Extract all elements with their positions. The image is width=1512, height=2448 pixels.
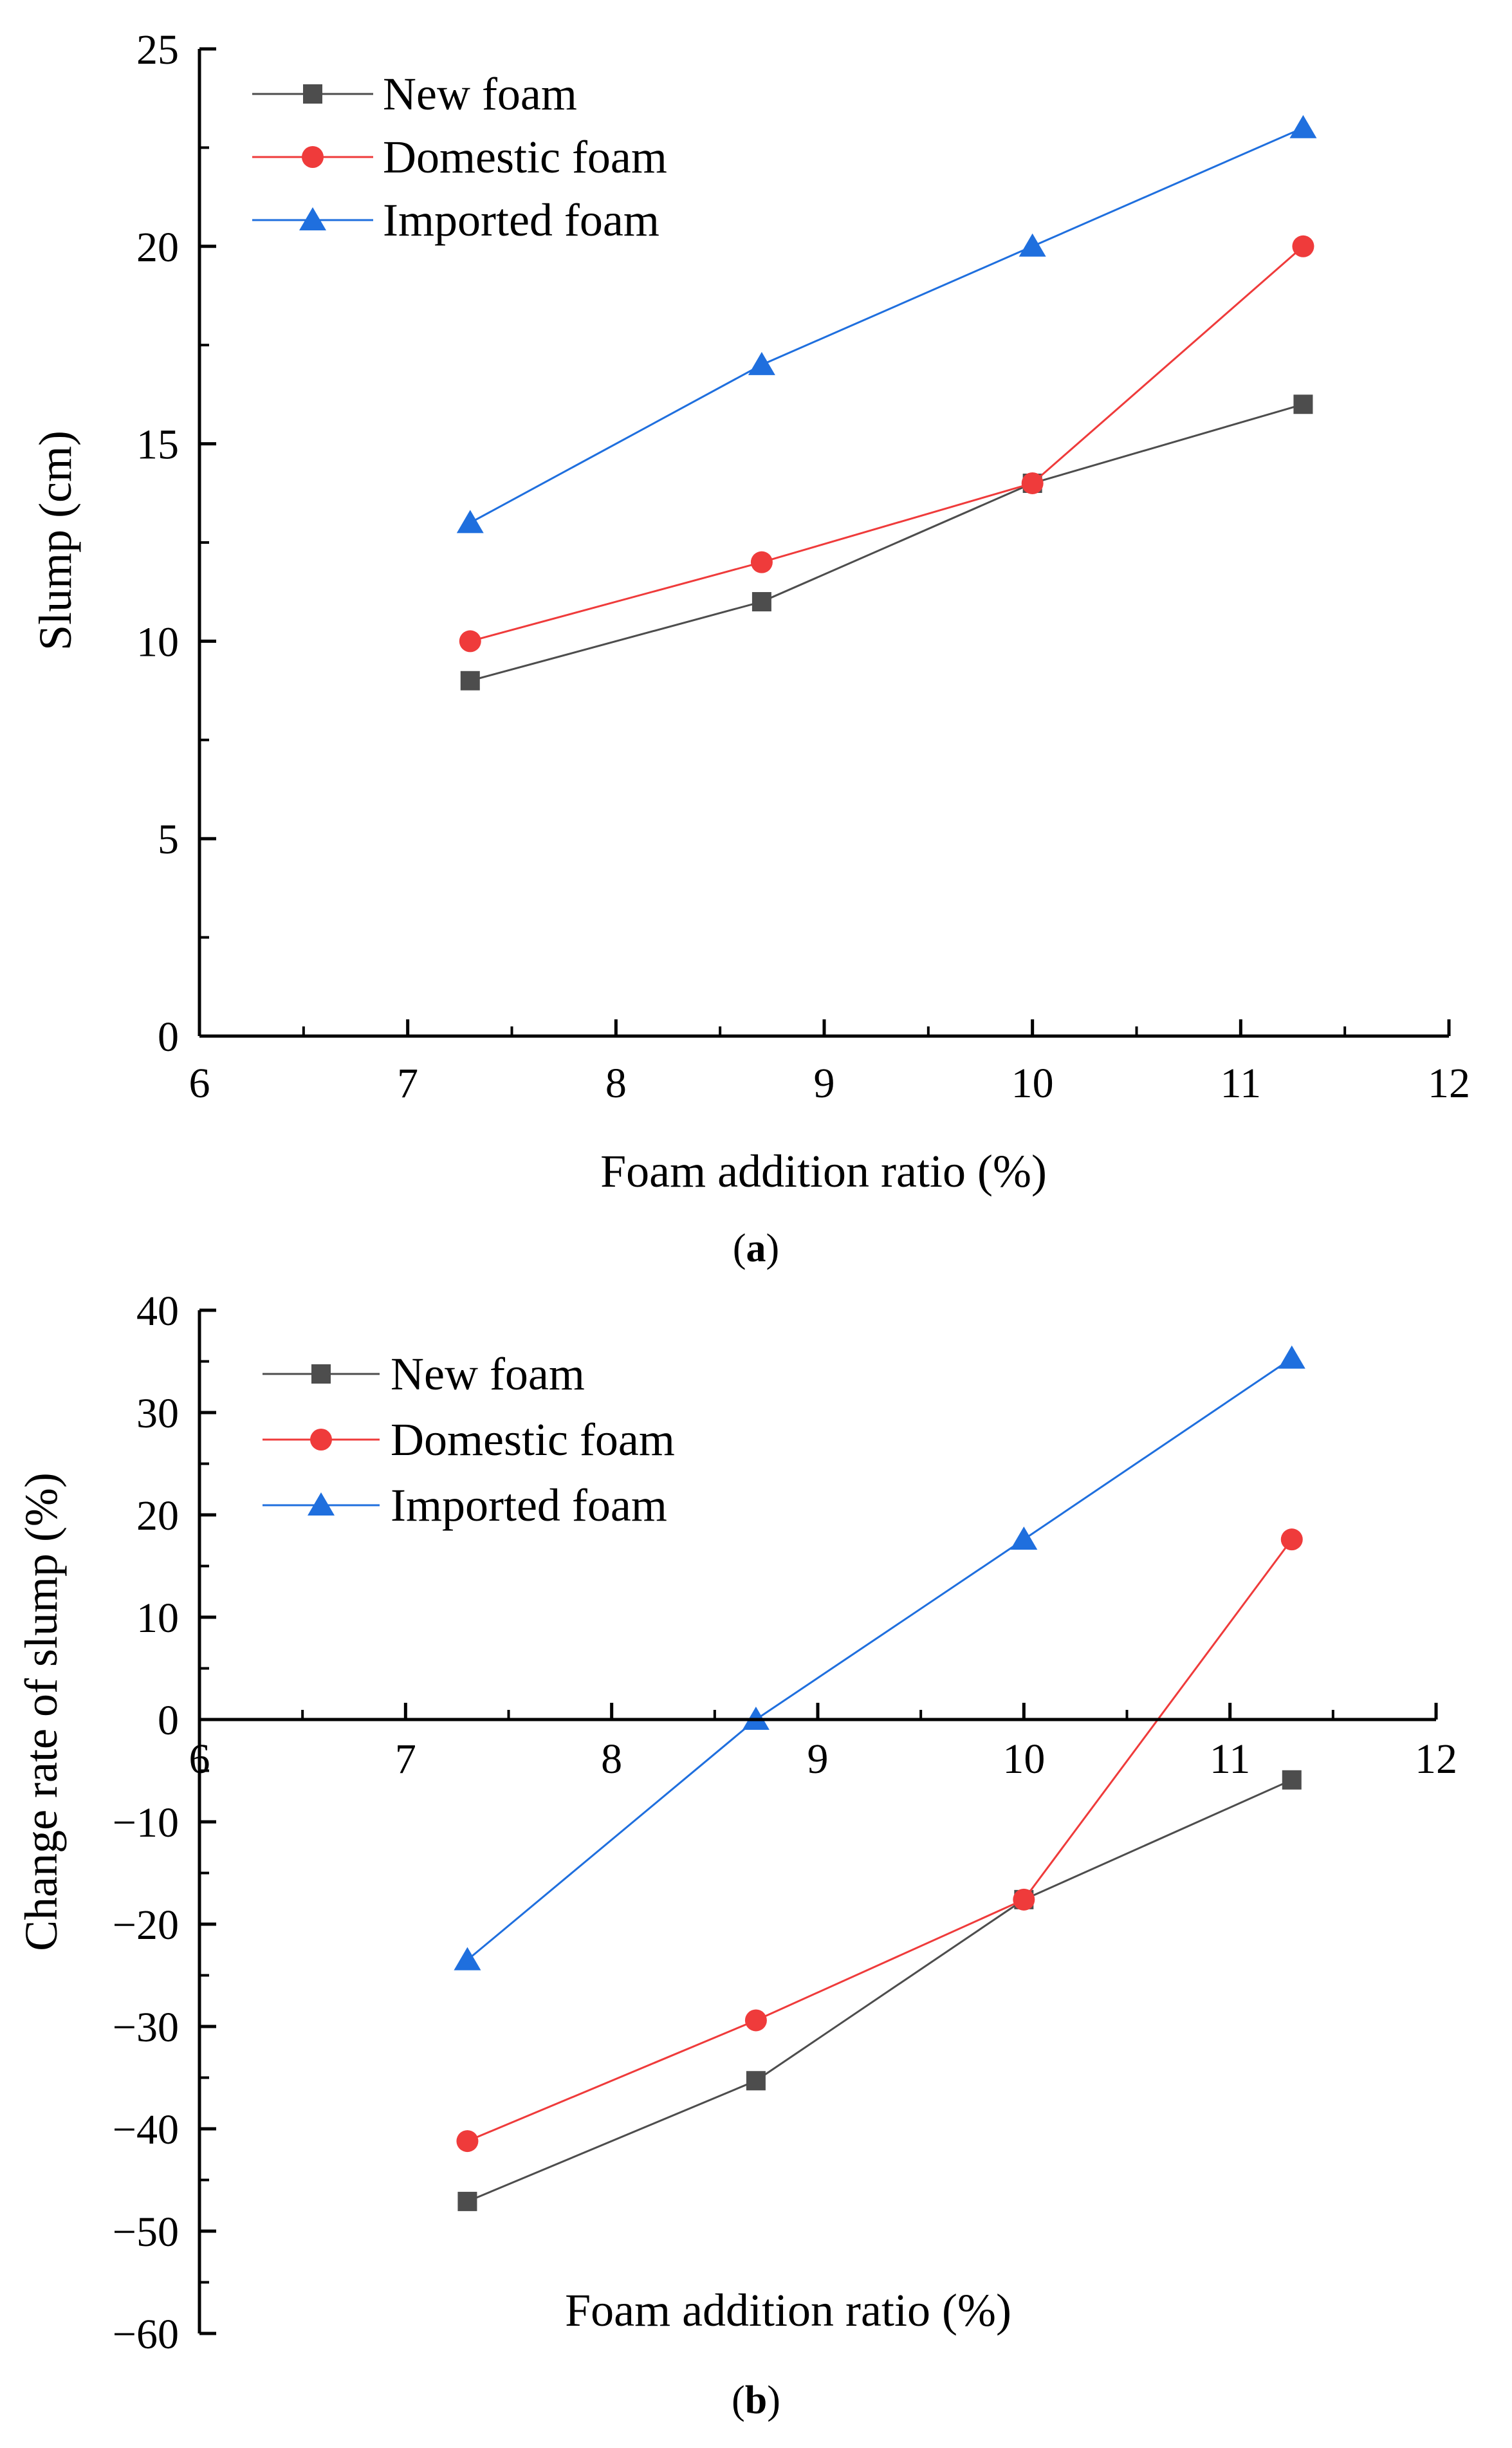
y-tick-label: 15 bbox=[136, 422, 179, 468]
legend-item-domestic-foam: Domestic foam bbox=[252, 131, 667, 183]
y-tick-label: 10 bbox=[136, 1595, 179, 1642]
legend-item-imported-foam: Imported foam bbox=[263, 1479, 667, 1531]
panel-b-x-axis-title: Foam addition ratio (%) bbox=[565, 2285, 1011, 2336]
legend-item-imported-foam: Imported foam bbox=[252, 194, 659, 246]
panel-a-plot-area bbox=[456, 115, 1317, 691]
imported-foam-point bbox=[1019, 233, 1046, 257]
panel-b-legend: New foam Domestic foam Imported foam bbox=[263, 1348, 675, 1531]
imported-foam-point bbox=[1289, 115, 1317, 138]
legend-label: Domestic foam bbox=[383, 131, 667, 183]
y-tick-label: 30 bbox=[136, 1390, 179, 1437]
y-tick-label: 0 bbox=[158, 1014, 179, 1061]
x-tick-label: 11 bbox=[1221, 1060, 1262, 1107]
panel-b-plot-area bbox=[454, 1345, 1305, 2211]
panel-a-caption: (a) bbox=[733, 1227, 779, 1270]
y-tick-label: −60 bbox=[113, 2311, 179, 2358]
x-tick-label: 8 bbox=[601, 1736, 622, 1783]
domestic-foam-point bbox=[1280, 1528, 1303, 1551]
domestic-foam-point bbox=[1013, 1888, 1035, 1911]
y-tick-label: 10 bbox=[136, 618, 179, 665]
y-tick-label: 20 bbox=[136, 1492, 179, 1539]
panel-a-caption-letter: a bbox=[746, 1227, 766, 1270]
y-tick-label: −50 bbox=[113, 2209, 179, 2256]
new-foam-point bbox=[746, 2071, 766, 2091]
imported-foam-point bbox=[456, 510, 484, 533]
imported-foam-point bbox=[1278, 1345, 1305, 1369]
new-foam-line bbox=[466, 1779, 1293, 2203]
new-foam-point bbox=[457, 2191, 477, 2211]
y-tick-label: −10 bbox=[113, 1799, 179, 1846]
new-foam-point bbox=[1293, 394, 1313, 414]
y-tick-label: 0 bbox=[158, 1697, 179, 1744]
legend-item-new-foam: New foam bbox=[263, 1348, 585, 1400]
y-tick-label: 5 bbox=[158, 816, 179, 863]
domestic-foam-line bbox=[466, 1539, 1293, 2142]
domestic-foam-point bbox=[459, 630, 481, 653]
x-tick-label: 12 bbox=[1428, 1060, 1470, 1107]
legend-label: Imported foam bbox=[383, 194, 659, 246]
y-tick-label: −30 bbox=[113, 2004, 179, 2051]
panel-b-y-axis-title: Change rate of slump (%) bbox=[15, 1472, 67, 1951]
x-tick-label: 10 bbox=[1011, 1060, 1054, 1107]
new-foam-point bbox=[751, 592, 771, 612]
y-tick-label: 20 bbox=[136, 224, 179, 271]
new-foam-line bbox=[470, 403, 1304, 682]
domestic-foam-point bbox=[456, 2130, 479, 2153]
panel-a-x-axis-title: Foam addition ratio (%) bbox=[600, 1145, 1047, 1197]
panel-b-caption: (b) bbox=[732, 2378, 780, 2422]
x-tick-label: 7 bbox=[397, 1060, 418, 1107]
x-tick-label: 9 bbox=[807, 1736, 829, 1783]
domestic-foam-line bbox=[470, 245, 1304, 642]
legend-label: New foam bbox=[391, 1348, 585, 1400]
y-tick-label: −20 bbox=[113, 1902, 179, 1949]
x-tick-label: 6 bbox=[189, 1736, 210, 1783]
legend-label: New foam bbox=[383, 68, 577, 120]
chart-panel-a: 0 5 10 15 20 25 6 7 8 9 10 11 12 New foam Domestic fo… bbox=[30, 26, 1470, 1270]
x-tick-label: 9 bbox=[814, 1060, 835, 1107]
domestic-foam-point bbox=[1021, 472, 1044, 494]
panel-a-axes: 0 5 10 15 20 25 6 7 8 9 10 11 12 bbox=[136, 26, 1470, 1107]
legend-item-new-foam: New foam bbox=[252, 68, 577, 120]
x-tick-label: 6 bbox=[189, 1060, 210, 1107]
panel-a-legend: New foam Domestic foam Imported foam bbox=[252, 68, 667, 246]
imported-foam-line bbox=[466, 1357, 1293, 1961]
x-tick-label: 12 bbox=[1415, 1736, 1457, 1783]
imported-foam-line bbox=[470, 127, 1304, 524]
legend-item-domestic-foam: Domestic foam bbox=[263, 1414, 675, 1465]
chart-panel-b: −60 −50 −40 −30 −20 −10 0 10 20 30 40 6 7 8 9 10 11 12 Ne… bbox=[15, 1288, 1457, 2422]
imported-foam-point bbox=[1010, 1526, 1038, 1550]
y-tick-label: −40 bbox=[113, 2106, 179, 2153]
legend-swatch-marker bbox=[302, 146, 324, 168]
domestic-foam-point bbox=[744, 2009, 767, 2032]
imported-foam-point bbox=[454, 1947, 481, 1970]
legend-swatch-marker bbox=[311, 1364, 331, 1384]
new-foam-point bbox=[1282, 1770, 1302, 1790]
legend-swatch-marker bbox=[310, 1429, 332, 1451]
legend-label: Domestic foam bbox=[391, 1414, 675, 1465]
legend-swatch-marker bbox=[308, 1492, 335, 1516]
x-tick-label: 10 bbox=[1002, 1736, 1045, 1783]
y-tick-label: 25 bbox=[136, 26, 179, 73]
legend-swatch-marker bbox=[299, 207, 326, 230]
panel-a-y-axis-title: Slump (cm) bbox=[30, 431, 81, 651]
imported-foam-point bbox=[748, 351, 775, 375]
y-tick-label: 40 bbox=[136, 1288, 179, 1335]
x-tick-label: 11 bbox=[1210, 1736, 1251, 1783]
legend-label: Imported foam bbox=[391, 1479, 667, 1531]
domestic-foam-point bbox=[750, 551, 773, 573]
panel-b-caption-letter: b bbox=[745, 2378, 767, 2422]
x-tick-label: 8 bbox=[605, 1060, 627, 1107]
new-foam-point bbox=[460, 671, 480, 691]
panel-b-axes: −60 −50 −40 −30 −20 −10 0 10 20 30 40 6 7 8 9 10 11 12 bbox=[113, 1288, 1457, 2358]
domestic-foam-point bbox=[1292, 235, 1314, 257]
x-tick-label: 7 bbox=[395, 1736, 416, 1783]
legend-swatch-marker bbox=[303, 84, 322, 104]
